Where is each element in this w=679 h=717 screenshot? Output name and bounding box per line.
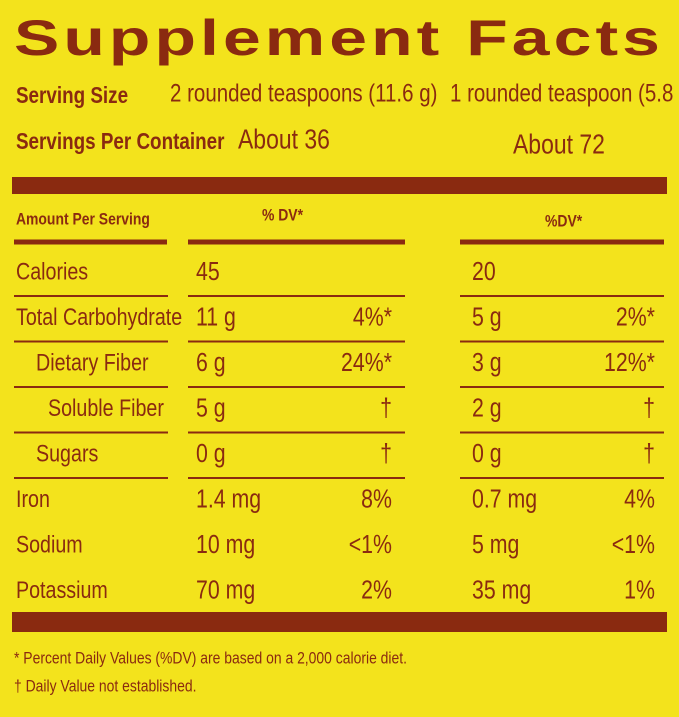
cell: 8% xyxy=(361,484,392,514)
header-cell: Amount Per Serving xyxy=(16,210,150,229)
row-label: Calories xyxy=(16,257,88,284)
rule xyxy=(14,477,168,479)
cell: 35 mg xyxy=(472,575,531,605)
cell: 1.4 mg xyxy=(196,484,261,514)
cell: † xyxy=(380,439,392,469)
footnote: * Percent Daily Values (%DV) are based o… xyxy=(14,649,407,668)
thick-rule xyxy=(12,612,667,632)
rule xyxy=(14,295,168,297)
row-label: Sugars xyxy=(36,439,98,466)
cell: 5 g xyxy=(472,302,502,332)
cell: 3 g xyxy=(472,348,502,378)
servings-value: About 72 xyxy=(513,129,605,160)
rule xyxy=(14,431,168,434)
rule xyxy=(460,431,664,434)
cell: 20 xyxy=(472,257,496,287)
cell: <1% xyxy=(612,530,655,560)
cell: † xyxy=(380,393,392,423)
cell: 10 mg xyxy=(196,530,255,560)
rule xyxy=(460,295,664,297)
row-label: Soluble Fiber xyxy=(48,394,164,421)
cell: † xyxy=(643,393,655,423)
serving-size-value: 1 rounded teaspoon (5.8 g) xyxy=(450,79,679,107)
rule xyxy=(188,239,405,245)
rule xyxy=(460,239,664,245)
cell: 1% xyxy=(624,575,655,605)
title: Supplement Facts xyxy=(14,10,664,66)
row-label: Total Carbohydrate xyxy=(16,303,182,330)
rule xyxy=(460,340,664,343)
header-cell: %DV* xyxy=(545,212,583,231)
rule xyxy=(188,431,405,434)
serving-size-value: 2 rounded teaspoons (11.6 g) xyxy=(170,79,437,107)
cell: 5 mg xyxy=(472,530,519,560)
cell: 0 g xyxy=(472,439,502,469)
cell: 45 xyxy=(196,257,220,287)
content: Serving Size 2 rounded teaspoons (11.6 g)… xyxy=(14,79,679,696)
row-label: Sodium xyxy=(16,530,83,557)
cell: 2%* xyxy=(616,302,655,332)
row-label: Potassium xyxy=(16,576,108,603)
cell: 0.7 mg xyxy=(472,484,537,514)
rule xyxy=(188,386,405,388)
cell: † xyxy=(643,439,655,469)
rule xyxy=(188,295,405,297)
rule xyxy=(188,477,405,479)
rule xyxy=(14,239,167,245)
footnote: † Daily Value not established. xyxy=(14,677,196,696)
cell: 2 g xyxy=(472,393,502,423)
cell: 70 mg xyxy=(196,575,255,605)
rule xyxy=(188,340,405,343)
cell: 11 g xyxy=(196,302,236,332)
rule xyxy=(460,386,664,388)
cell: 12%* xyxy=(604,348,655,378)
cell: 4%* xyxy=(353,302,392,332)
header-cell: % DV* xyxy=(262,206,304,225)
rule xyxy=(460,477,664,479)
cell: 24%* xyxy=(341,348,392,378)
rule xyxy=(14,386,168,388)
cell: 5 g xyxy=(196,393,226,423)
serving-size-label: Serving Size xyxy=(16,83,128,108)
rule xyxy=(14,340,168,343)
cell: 0 g xyxy=(196,439,226,469)
servings-label: Servings Per Container xyxy=(16,129,224,154)
cell: 6 g xyxy=(196,348,226,378)
servings-value: About 36 xyxy=(238,124,330,155)
cell: 2% xyxy=(361,575,392,605)
row-label: Iron xyxy=(16,485,50,512)
cell: <1% xyxy=(349,530,392,560)
cell: 4% xyxy=(624,484,655,514)
thick-rule xyxy=(12,177,667,194)
row-label: Dietary Fiber xyxy=(36,348,149,375)
